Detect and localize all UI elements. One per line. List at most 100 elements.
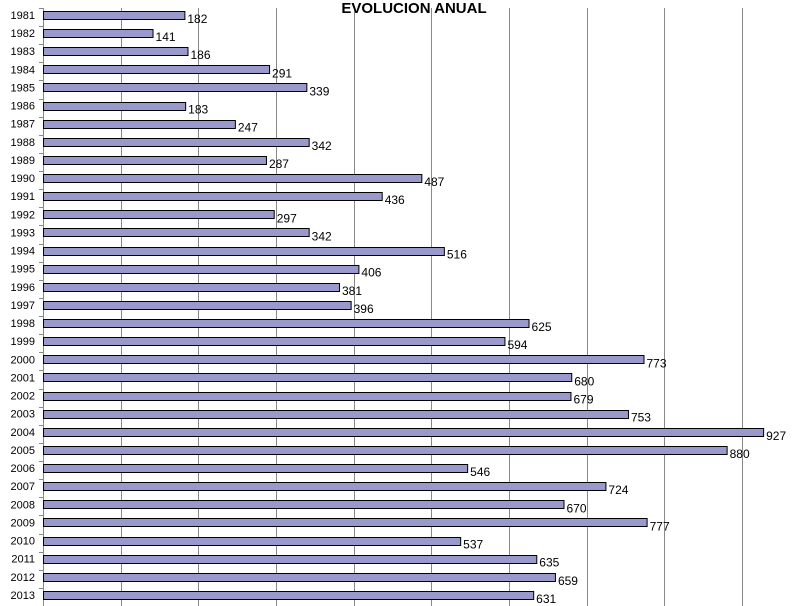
bar-1998 [43,319,530,328]
bar-2011 [43,555,538,564]
bar-2009 [43,518,648,527]
category-label-2008: 2008 [11,499,35,511]
category-label-2013: 2013 [11,590,35,602]
category-label-2002: 2002 [11,391,35,403]
category-label-2004: 2004 [11,427,35,439]
category-label-2000: 2000 [11,354,35,366]
bar-2000 [43,355,645,364]
bar-1992 [43,210,275,219]
category-label-1997: 1997 [11,300,35,312]
data-label-2012: 659 [558,574,578,588]
category-label-1983: 1983 [11,46,35,58]
bar-1999 [43,337,506,346]
data-label-2001: 680 [574,374,594,388]
data-label-2008: 670 [566,501,586,515]
category-label-2011: 2011 [11,554,35,566]
category-label-1986: 1986 [11,101,35,113]
bar-2013 [43,591,535,600]
data-label-1995: 406 [361,266,381,280]
category-label-2003: 2003 [11,409,35,421]
bar-1982 [43,29,154,38]
data-label-1994: 516 [447,248,467,262]
category-label-1993: 1993 [11,227,35,239]
category-label-1996: 1996 [11,282,35,294]
category-label-2006: 2006 [11,463,35,475]
data-label-2002: 679 [573,393,593,407]
data-labels: 182 141 186 291 339 183 247 342 287 487 436 297 342 5… [156,12,787,606]
data-label-2007: 724 [608,483,628,497]
bar-1987 [43,120,236,129]
bar-1994 [43,247,445,256]
data-label-1989: 287 [269,157,289,171]
bar-1991 [43,192,383,201]
bar-2004 [43,428,765,437]
category-label-2012: 2012 [11,572,35,584]
bar-1981 [43,11,186,20]
bar-1983 [43,47,189,56]
bar-1986 [43,102,187,111]
data-label-1987: 247 [238,121,258,135]
category-label-2009: 2009 [11,517,35,529]
category-label-1994: 1994 [11,246,35,258]
category-label-1992: 1992 [11,209,35,221]
data-label-2013: 631 [536,592,556,606]
data-label-1984: 291 [272,66,292,80]
bar-2006 [43,464,469,473]
category-label-2005: 2005 [11,445,35,457]
category-label-1995: 1995 [11,264,35,276]
category-label-2007: 2007 [11,481,35,493]
bar-1984 [43,65,271,74]
data-label-1991: 436 [385,193,405,207]
bar-1989 [43,156,267,165]
category-label-1987: 1987 [11,119,35,131]
data-label-1981: 182 [187,12,207,26]
bar-1996 [43,283,340,292]
data-label-1997: 396 [354,302,374,316]
data-label-1993: 342 [312,229,332,243]
bar-2010 [43,537,462,546]
data-label-1990: 487 [424,175,444,189]
category-label-1999: 1999 [11,336,35,348]
chart-title: EVOLUCION ANUAL [341,0,486,17]
data-label-2009: 777 [650,519,670,533]
category-label-2010: 2010 [11,536,35,548]
category-label-1989: 1989 [11,155,35,167]
category-label-1990: 1990 [11,173,35,185]
category-labels: 1981 1982 1983 1984 1985 1986 1987 1988 1989 1990… [11,10,35,602]
data-label-1992: 297 [277,211,297,225]
data-label-2000: 773 [646,356,666,370]
bar-2012 [43,573,556,582]
category-label-1988: 1988 [11,137,35,149]
bar-2005 [43,446,728,455]
data-label-1983: 186 [190,48,210,62]
bar-2007 [43,482,607,491]
bar-1985 [43,83,308,92]
data-label-1996: 381 [342,284,362,298]
category-label-2001: 2001 [11,372,35,384]
data-label-2004: 927 [766,429,786,443]
data-label-1988: 342 [312,139,332,153]
category-label-1982: 1982 [11,28,35,40]
bar-1995 [43,265,360,274]
bar-1993 [43,228,310,237]
data-label-1982: 141 [156,30,176,44]
data-label-1998: 625 [532,320,552,334]
bars [43,11,765,600]
data-label-2011: 635 [539,556,559,570]
category-label-1981: 1981 [11,10,35,22]
data-label-2005: 880 [730,447,750,461]
data-label-1999: 594 [507,338,527,352]
category-label-1991: 1991 [11,191,35,203]
data-label-1986: 183 [188,103,208,117]
bar-1990 [43,174,423,183]
category-label-1998: 1998 [11,318,35,330]
data-label-2003: 753 [631,411,651,425]
bar-2008 [43,500,565,509]
category-label-1985: 1985 [11,82,35,94]
data-label-2010: 537 [463,538,483,552]
bar-1988 [43,138,310,147]
bar-1997 [43,301,352,310]
bar-2003 [43,410,629,419]
bar-2001 [43,373,573,382]
